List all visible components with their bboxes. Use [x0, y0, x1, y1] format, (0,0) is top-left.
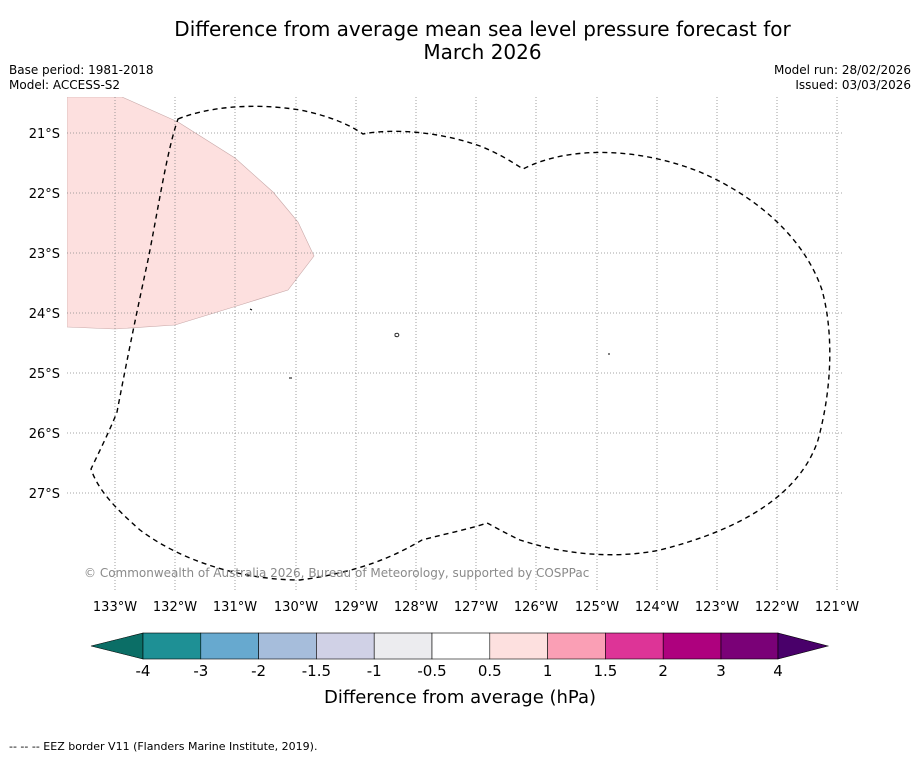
colorbar-bin-4: [316, 632, 375, 660]
cb-tick-12: 4: [773, 662, 783, 680]
colorbar-bin-6: [431, 632, 491, 660]
colorbar-bin-3: [258, 632, 317, 660]
cb-tick-1: -4: [136, 662, 151, 680]
cb-tick-6: -0.5: [417, 662, 446, 680]
meta-left: Base period: 1981-2018 Model: ACCESS-S2: [9, 63, 154, 93]
base-period: Base period: 1981-2018: [9, 63, 154, 77]
colorbar-bin-9: [605, 632, 664, 660]
colorbar-bin-8: [547, 632, 606, 660]
lat-label-27: 27°S: [29, 487, 60, 502]
gridlines: [67, 97, 843, 591]
lon-label-126: 126°W: [514, 600, 558, 615]
colorbar-bin-7: [489, 632, 548, 660]
cb-tick-2: -3: [193, 662, 208, 680]
cb-tick-10: 2: [658, 662, 668, 680]
issued-date: Issued: 03/03/2026: [795, 78, 911, 92]
cb-tick-8: 1: [543, 662, 553, 680]
lat-label-26: 26°S: [29, 427, 60, 442]
lon-label-132: 132°W: [153, 600, 197, 615]
lon-label-130: 130°W: [274, 600, 318, 615]
colorbar: [90, 632, 830, 660]
lon-label-133: 133°W: [93, 600, 137, 615]
lat-label-23: 23°S: [29, 247, 60, 262]
lon-label-123: 123°W: [695, 600, 739, 615]
colorbar-bin-2: [200, 632, 259, 660]
cb-tick-11: 3: [716, 662, 726, 680]
colorbar-extend-low: [90, 632, 144, 660]
lon-label-127: 127°W: [454, 600, 498, 615]
cb-tick-4: -1.5: [302, 662, 331, 680]
colorbar-title: Difference from average (hPa): [324, 687, 596, 708]
eez-border: [90, 105, 831, 581]
lat-label-22: 22°S: [29, 187, 60, 202]
cb-tick-5: -1: [367, 662, 382, 680]
colorbar-extend-high: [777, 632, 830, 660]
colorbar-bin-10: [662, 632, 722, 660]
meta-right: Model run: 28/02/2026 Issued: 03/03/2026: [774, 63, 911, 93]
title-line-1: Difference from average mean sea level p…: [174, 17, 791, 41]
lon-label-121: 121°W: [815, 600, 859, 615]
title-line-2: March 2026: [423, 40, 542, 64]
lon-labels: 133°W 132°W 131°W 130°W 129°W 128°W 127°…: [93, 600, 859, 615]
lat-label-21: 21°S: [29, 127, 60, 142]
lon-label-122: 122°W: [755, 600, 799, 615]
lat-label-24: 24°S: [29, 307, 60, 322]
colorbar-bin-11: [720, 632, 779, 660]
island-1: [394, 332, 400, 338]
lon-label-128: 128°W: [394, 600, 438, 615]
colorbar-bin-1: [142, 632, 202, 660]
colorbar-bin-5: [373, 632, 433, 660]
map-area: [67, 97, 843, 591]
colorbar-ticks: -4 -3 -2 -1.5 -1 -0.5 0.5 1 1.5 2 3 4: [136, 662, 783, 680]
cb-tick-9: 1.5: [593, 662, 617, 680]
lon-label-131: 131°W: [213, 600, 257, 615]
model-run: Model run: 28/02/2026: [773, 63, 911, 77]
model-name: Model: ACCESS-S2: [9, 78, 121, 92]
chart-title: Difference from average mean sea level p…: [0, 18, 919, 64]
cb-tick-3: -2: [251, 662, 266, 680]
lon-label-124: 124°W: [635, 600, 679, 615]
lon-label-125: 125°W: [575, 600, 619, 615]
lon-label-129: 129°W: [334, 600, 378, 615]
lat-labels: 21°S 22°S 23°S 24°S 25°S 26°S 27°S: [29, 127, 60, 502]
anomaly-region: [67, 97, 315, 330]
island-2: [249, 308, 253, 311]
copyright-text: © Commonwealth of Australia 2026, Bureau…: [84, 566, 589, 580]
lat-label-25: 25°S: [29, 367, 60, 382]
eez-legend: -- -- -- EEZ border V11 (Flanders Marine…: [9, 740, 318, 753]
cb-tick-7: 0.5: [478, 662, 502, 680]
